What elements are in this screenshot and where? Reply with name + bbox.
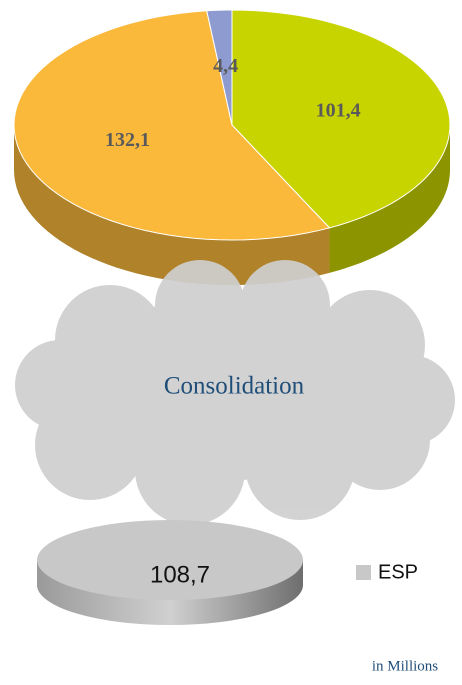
page: {"chart_data": [ {"type": "pie3d", "valu… — [0, 0, 462, 685]
legend-label: ESP — [378, 561, 418, 583]
data-label: 132,1 — [105, 129, 150, 151]
chart: 101,4 132,1 4,4 Consolidation 108,7 ESP in … — [0, 0, 462, 685]
data-label: 4,4 — [213, 55, 238, 77]
legend-swatch — [356, 565, 371, 580]
pie-chart: 101,4 132,1 4,4 — [14, 10, 450, 285]
unit-note: in Millions — [372, 658, 438, 674]
data-label: 108,7 — [150, 561, 210, 588]
data-label: 101,4 — [316, 99, 361, 121]
cloud-label: Consolidation — [164, 373, 305, 400]
disc-chart: 108,7 ESP — [37, 520, 418, 625]
